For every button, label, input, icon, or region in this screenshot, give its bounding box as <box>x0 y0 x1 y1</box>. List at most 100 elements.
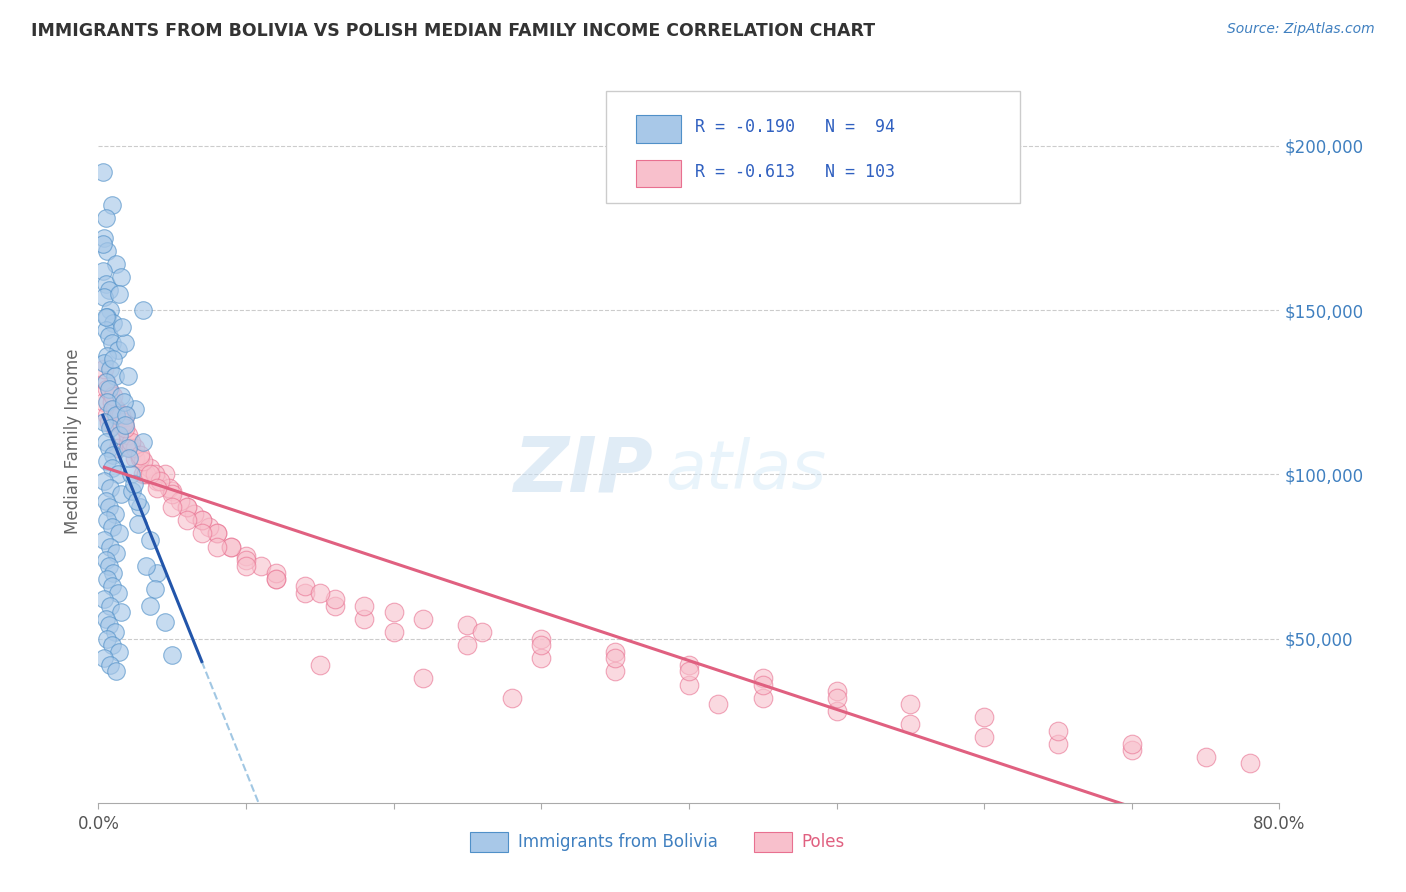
Point <box>103 352 125 367</box>
Text: Poles: Poles <box>801 833 845 851</box>
Point <box>94 434 117 449</box>
Point <box>1047 723 1070 738</box>
Point <box>107 441 129 455</box>
Point <box>91 237 114 252</box>
Point <box>94 277 117 291</box>
Point <box>264 566 287 580</box>
Point <box>98 540 121 554</box>
Point <box>605 665 627 679</box>
Point <box>605 645 627 659</box>
Point <box>752 690 775 705</box>
Point <box>132 434 155 449</box>
Text: ZIP: ZIP <box>513 434 654 508</box>
Point <box>93 474 115 488</box>
Point <box>124 450 146 465</box>
Point <box>157 481 180 495</box>
Point <box>110 409 132 423</box>
Point <box>108 409 131 423</box>
Point <box>120 434 142 449</box>
Point <box>97 415 120 429</box>
Point <box>973 730 995 744</box>
Point <box>97 329 120 343</box>
Point <box>107 343 129 357</box>
Point <box>124 441 146 455</box>
Point <box>132 454 155 468</box>
Point <box>122 477 145 491</box>
Point <box>117 434 139 449</box>
Point <box>100 395 122 409</box>
Point <box>139 533 162 547</box>
Point <box>105 401 128 416</box>
Point <box>96 513 118 527</box>
Point <box>98 421 121 435</box>
Point <box>100 520 122 534</box>
Point <box>128 448 150 462</box>
Point <box>108 645 131 659</box>
Point <box>96 310 118 324</box>
Point <box>117 428 139 442</box>
Point <box>264 573 287 587</box>
Point <box>146 566 169 580</box>
Point <box>97 500 120 515</box>
Point <box>457 618 479 632</box>
Point <box>825 690 848 705</box>
Point <box>98 657 121 672</box>
Point <box>105 409 128 423</box>
Point <box>146 474 169 488</box>
Point <box>221 540 243 554</box>
Point <box>96 395 118 409</box>
Point <box>139 599 162 613</box>
FancyBboxPatch shape <box>606 91 1019 203</box>
Point <box>153 615 176 630</box>
Point <box>221 540 243 554</box>
Point <box>135 559 157 574</box>
Point <box>191 513 214 527</box>
Point <box>530 651 553 665</box>
Point <box>1047 737 1070 751</box>
Point <box>973 710 995 724</box>
Point <box>605 651 627 665</box>
Point <box>91 264 114 278</box>
Point <box>162 500 183 515</box>
Point <box>114 336 136 351</box>
Point <box>457 638 479 652</box>
Point <box>323 592 346 607</box>
Point <box>100 638 122 652</box>
Text: IMMIGRANTS FROM BOLIVIA VS POLISH MEDIAN FAMILY INCOME CORRELATION CHART: IMMIGRANTS FROM BOLIVIA VS POLISH MEDIAN… <box>31 22 875 40</box>
Point <box>191 513 214 527</box>
Point <box>103 566 125 580</box>
Point <box>93 356 115 370</box>
Point <box>205 526 228 541</box>
Point <box>264 573 287 587</box>
Point <box>97 441 120 455</box>
Point <box>176 500 198 515</box>
Point <box>103 448 125 462</box>
Text: Immigrants from Bolivia: Immigrants from Bolivia <box>517 833 717 851</box>
Point <box>98 599 121 613</box>
Y-axis label: Median Family Income: Median Family Income <box>65 349 83 534</box>
Point <box>382 625 405 640</box>
Point <box>121 483 143 498</box>
Point <box>93 533 115 547</box>
Point <box>112 395 135 409</box>
Point <box>501 690 523 705</box>
Point <box>1121 737 1143 751</box>
Point <box>530 638 553 652</box>
Point <box>139 460 162 475</box>
Point <box>128 500 150 515</box>
Point <box>530 632 553 646</box>
Point <box>93 592 115 607</box>
Point <box>104 625 127 640</box>
Point <box>191 526 214 541</box>
Point <box>110 605 132 619</box>
Point <box>93 651 115 665</box>
Point <box>139 467 162 482</box>
Point <box>100 198 122 212</box>
Point <box>108 428 131 442</box>
Point <box>103 388 125 402</box>
Bar <box>636 160 681 187</box>
Point <box>309 585 332 599</box>
Point <box>112 415 135 429</box>
Point <box>107 467 129 482</box>
Point <box>471 625 494 640</box>
